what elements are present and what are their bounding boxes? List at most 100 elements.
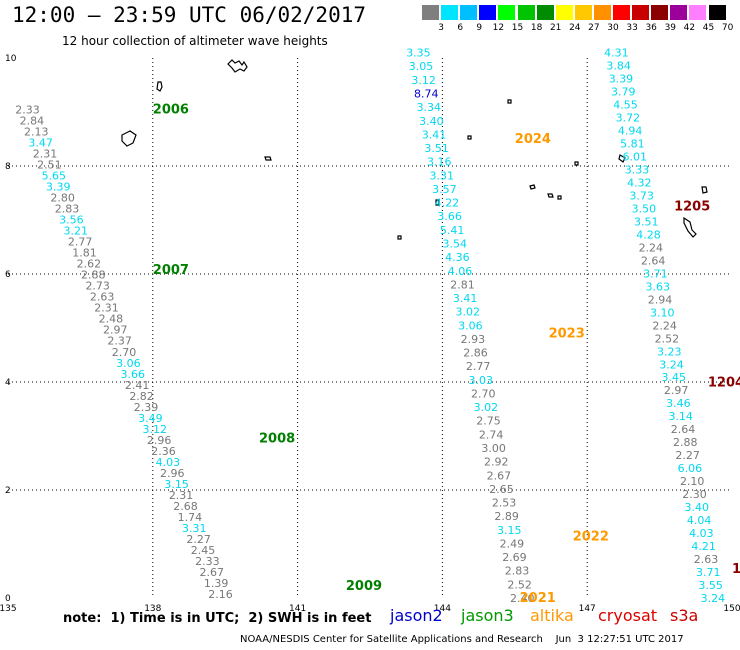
wave-height-value: 2.69 (502, 551, 526, 564)
wave-height-value: 3.21 (64, 225, 89, 238)
island-shape (529, 184, 536, 190)
wave-height-value: 2.83 (505, 565, 530, 578)
wave-height-value: 3.72 (616, 112, 641, 125)
wave-height-value: 3.47 (28, 136, 53, 149)
map-title: 12:00 — 23:59 UTC 06/02/2017 (12, 3, 367, 27)
latitude-tick: 0 (5, 594, 11, 604)
colorbar-swatch (613, 5, 630, 20)
wave-height-value: 2.81 (450, 278, 475, 291)
wave-height-value: 2.73 (85, 280, 110, 293)
wave-height-value: 4.06 (448, 265, 473, 278)
colorbar-label: 15 (511, 23, 524, 33)
wave-height-value: 2.96 (147, 434, 172, 447)
island-shape (156, 81, 163, 92)
colorbar-swatch (670, 5, 688, 20)
colorbar-label: 27 (588, 23, 600, 33)
pass-label: 2024 (515, 132, 551, 147)
island-shape (467, 135, 472, 140)
track-2006: 2.332.842.133.472.312.515.653.392.802.83… (15, 103, 233, 601)
wave-height-value: 2.82 (129, 390, 154, 403)
wave-height-value: 3.39 (46, 180, 71, 193)
wave-height-value: 2.97 (664, 384, 689, 397)
wave-height-value: 3.15 (164, 478, 189, 491)
colorbar-label: 45 (702, 23, 715, 33)
wave-height-value: 3.56 (59, 214, 84, 227)
wave-height-value: 3.06 (116, 357, 141, 370)
wave-height-value: 3.66 (437, 210, 462, 223)
colorbar-swatch (574, 5, 592, 20)
wave-height-value: 2.92 (484, 456, 509, 469)
wave-height-value: 2.62 (77, 258, 102, 271)
island-shape (397, 235, 402, 240)
wave-height-value: 3.16 (427, 156, 452, 169)
wave-height-value: 2.63 (694, 553, 719, 566)
wave-height-value: 2.48 (99, 313, 124, 326)
track-1205: 4.313.843.393.794.553.724.945.816.013.33… (604, 47, 725, 605)
wave-height-value: 2.52 (655, 332, 680, 345)
colorbar-swatch (555, 5, 573, 20)
island-shape (121, 130, 137, 147)
wave-height-value: 2.86 (463, 347, 488, 360)
wave-height-value: 3.02 (474, 401, 499, 414)
wave-height-value: 2.68 (173, 500, 198, 513)
pass-label: 2006 (153, 102, 189, 117)
wave-height-value: 3.00 (481, 442, 506, 455)
satellite-altika: altika (530, 606, 574, 625)
island-shape (618, 154, 626, 163)
pass-label: 2021 (520, 591, 556, 606)
colorbar-swatch (460, 5, 478, 20)
colorbar-label: 42 (683, 23, 696, 33)
wave-height-value: 4.31 (604, 47, 629, 60)
colorbar-swatch (651, 5, 669, 20)
wave-height-value: 2.31 (94, 302, 119, 315)
colorbar-swatch (708, 5, 726, 20)
latitude-tick: 8 (5, 162, 11, 172)
wave-height-value: 4.03 (689, 527, 714, 540)
wave-height-value: 3.12 (411, 74, 436, 87)
satellite-s3a: s3a (670, 606, 699, 625)
wave-height-value: 2.30 (682, 488, 707, 501)
latitude-tick: 2 (5, 486, 11, 496)
wave-height-value: 4.21 (691, 540, 716, 553)
island-shape (507, 99, 512, 104)
island-shape (557, 195, 562, 200)
wave-height-value: 2.84 (20, 114, 44, 127)
wave-height-value: 3.40 (419, 115, 444, 128)
wave-height-value: 2.93 (461, 333, 486, 346)
wave-height-value: 2.33 (15, 103, 39, 116)
wave-height-value: 1.39 (204, 577, 229, 590)
colorbar-label: 70 (721, 23, 734, 33)
pass-label: 2009 (346, 579, 382, 594)
satellite-cryosat: cryosat (598, 606, 658, 625)
wave-height-value: 2.89 (494, 510, 519, 523)
island-shape (264, 156, 272, 161)
wave-height-value: 2.97 (103, 324, 128, 337)
wave-height-value: 3.51 (424, 142, 449, 155)
wave-height-value: 3.41 (422, 128, 447, 141)
wave-height-value: 4.32 (627, 176, 652, 189)
pass-label: 1205 (674, 200, 710, 215)
wave-height-value: 3.12 (142, 423, 167, 436)
wave-height-value: 4.22 (435, 197, 460, 210)
wave-height-value: 3.63 (645, 280, 670, 293)
wave-height-value: 4.55 (613, 99, 638, 112)
wave-height-value: 6.06 (678, 462, 703, 475)
wave-height-value: 4.03 (156, 456, 181, 469)
colorbar-swatch (517, 5, 535, 20)
pass-label: 2008 (259, 432, 295, 447)
island-shape (435, 199, 440, 206)
wave-height-value: 2.24 (652, 319, 677, 332)
colorbar-swatch (479, 5, 497, 20)
axis-ticks: 135 138 141 144 147 150 0 2 4 6 8 10 (0, 54, 740, 614)
wave-height-value: 2.40 (510, 592, 535, 605)
wave-height-value: 2.31 (33, 147, 58, 160)
satellite-jason3: jason3 (461, 606, 514, 625)
colorbar-swatch (536, 5, 554, 20)
island-shape (574, 161, 579, 166)
wave-height-value: 3.31 (182, 522, 207, 535)
wave-height-value: 2.75 (476, 415, 501, 428)
wave-height-value: 3.02 (455, 306, 480, 319)
wave-height-value: 3.03 (468, 374, 493, 387)
colorbar-label: 30 (607, 23, 619, 33)
